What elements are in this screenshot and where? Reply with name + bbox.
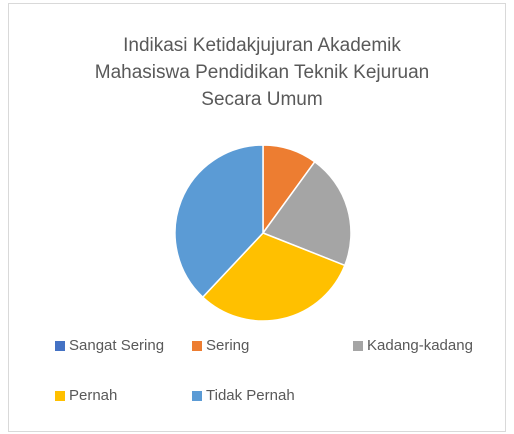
legend-label: Pernah — [69, 387, 117, 404]
legend-label: Sangat Sering — [69, 337, 164, 354]
legend-swatch — [353, 341, 363, 351]
legend-label: Kadang-kadang — [367, 337, 473, 354]
legend-swatch — [55, 391, 65, 401]
legend-label: Tidak Pernah — [206, 387, 295, 404]
legend-swatch — [192, 391, 202, 401]
legend-swatch — [192, 341, 202, 351]
pie-slice — [174, 144, 264, 299]
chart-title: Indikasi Ketidakjujuran Akademik Mahasis… — [94, 35, 430, 110]
legend-label: Sering — [206, 337, 249, 354]
pie-slice — [201, 232, 346, 322]
legend-swatch — [55, 341, 65, 351]
pie-slice — [261, 160, 352, 267]
